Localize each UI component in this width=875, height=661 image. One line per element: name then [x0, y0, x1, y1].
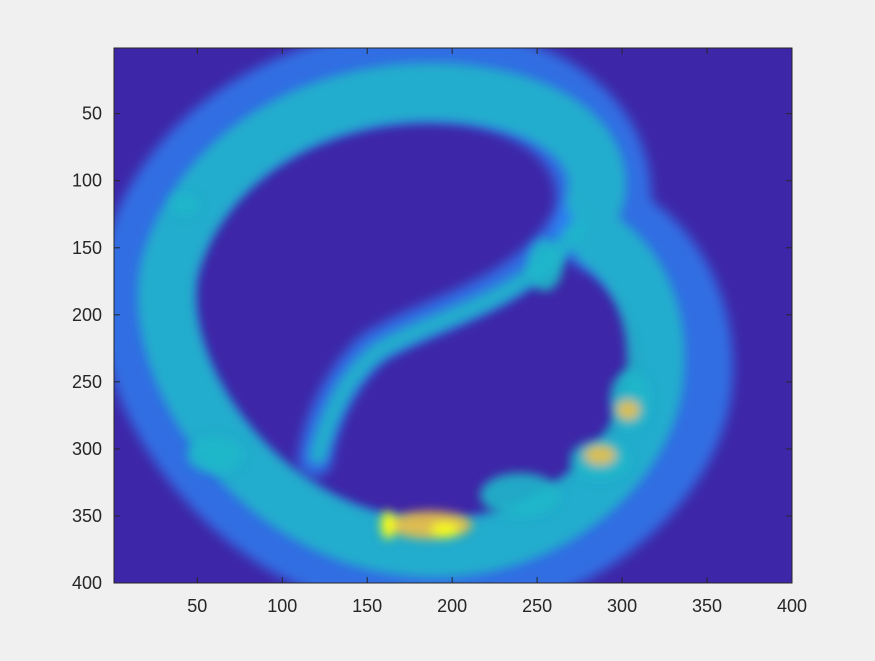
- y-tick-label: 100: [72, 171, 102, 191]
- x-tick-label: 50: [187, 596, 207, 616]
- x-axis: 50 100 150 200 250 300 350 400: [187, 48, 807, 616]
- y-tick-label: 350: [72, 506, 102, 526]
- x-tick-label: 100: [267, 596, 297, 616]
- y-tick-label: 200: [72, 305, 102, 325]
- x-tick-label: 300: [607, 596, 637, 616]
- y-tick-label: 50: [82, 104, 102, 124]
- x-tick-label: 150: [352, 596, 382, 616]
- y-tick-label: 300: [72, 439, 102, 459]
- x-tick-label: 400: [777, 596, 807, 616]
- x-tick-label: 200: [437, 596, 467, 616]
- x-tick-label: 350: [692, 596, 722, 616]
- y-tick-label: 400: [72, 573, 102, 593]
- heatmap-image: [114, 48, 733, 583]
- y-tick-label: 150: [72, 238, 102, 258]
- heatmap-hotspots: [171, 195, 650, 539]
- y-tick-label: 250: [72, 372, 102, 392]
- y-axis: 50 100 150 200 250 300 350 400: [72, 104, 792, 593]
- axes-frame: [113, 47, 793, 584]
- x-tick-label: 250: [522, 596, 552, 616]
